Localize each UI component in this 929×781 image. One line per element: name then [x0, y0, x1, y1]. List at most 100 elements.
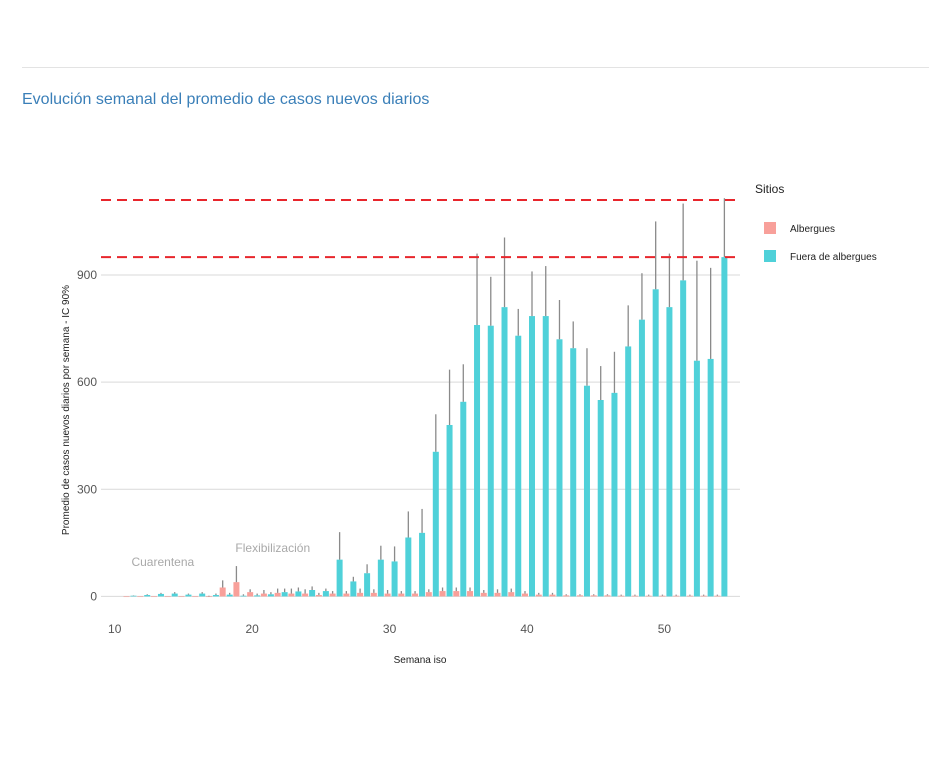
bar-albergues	[219, 587, 226, 597]
bar-fuera-de-albergues	[130, 595, 137, 597]
bar-fuera-de-albergues	[144, 595, 151, 597]
bar-albergues	[563, 595, 570, 597]
bar-fuera-de-albergues	[377, 559, 384, 597]
x-tick-label: 30	[383, 622, 397, 636]
bar-albergues	[631, 595, 638, 597]
bar-fuera-de-albergues	[364, 573, 371, 597]
bar-albergues	[659, 595, 666, 597]
bar-fuera-de-albergues	[693, 360, 700, 597]
bar-fuera-de-albergues	[529, 316, 535, 597]
bar-fuera-de-albergues	[583, 385, 590, 597]
legend-title: Sitios	[755, 182, 784, 196]
bar-albergues	[315, 595, 322, 597]
legend-label-fuera-de-albergues: Fuera de albergues	[790, 252, 877, 263]
x-tick-label: 50	[658, 622, 672, 636]
bar-fuera-de-albergues	[281, 592, 288, 597]
y-tick-label: 600	[77, 375, 97, 389]
bar-fuera-de-albergues	[707, 358, 714, 597]
bar-albergues	[467, 591, 474, 597]
bar-albergues	[673, 595, 680, 597]
bar-fuera-de-albergues	[446, 425, 453, 597]
bar-albergues	[370, 592, 377, 597]
x-axis-title: Semana iso	[394, 655, 447, 666]
bar-albergues	[535, 594, 542, 597]
bar-fuera-de-albergues	[460, 401, 467, 597]
bar-fuera-de-albergues	[611, 392, 618, 597]
legend-label-albergues: Albergues	[790, 224, 835, 235]
bar-fuera-de-albergues	[171, 593, 178, 597]
bar-fuera-de-albergues	[556, 339, 563, 597]
annotations: Cuarentena Flexibilización	[131, 541, 310, 569]
bar-fuera-de-albergues	[487, 325, 494, 597]
bar-albergues	[494, 592, 501, 597]
y-tick-label: 900	[77, 268, 97, 282]
bar-albergues	[247, 592, 254, 597]
legend: Sitios Albergues Fuera de albergues	[755, 182, 877, 263]
top-divider	[22, 67, 929, 68]
bar-fuera-de-albergues	[638, 319, 645, 597]
bar-albergues	[137, 596, 144, 598]
bar-albergues	[384, 593, 391, 597]
bar-albergues	[604, 595, 611, 597]
bar-albergues	[686, 595, 693, 597]
bar-fuera-de-albergues	[542, 316, 549, 597]
bar-albergues	[302, 593, 309, 597]
bar-fuera-de-albergues	[474, 325, 481, 597]
bar-albergues	[412, 593, 419, 597]
bar-fuera-de-albergues	[515, 335, 522, 597]
bar-albergues	[343, 593, 350, 597]
bar-fuera-de-albergues	[322, 591, 329, 597]
bar-fuera-de-albergues	[157, 593, 164, 597]
reference-lines	[101, 199, 740, 259]
bar-albergues	[398, 593, 405, 597]
annotation-flexibilización: Flexibilización	[235, 541, 310, 555]
x-tick-label: 20	[245, 622, 259, 636]
bar-fuera-de-albergues	[212, 595, 219, 597]
bar-albergues	[123, 596, 130, 598]
y-axis-title: Promedio de casos nuevos diarios por sem…	[61, 285, 72, 535]
bar-albergues	[260, 593, 267, 597]
bar-fuera-de-albergues	[570, 348, 577, 597]
bar-albergues	[164, 596, 171, 598]
bars	[123, 257, 728, 598]
bar-fuera-de-albergues	[680, 280, 687, 597]
bar-albergues	[590, 595, 597, 597]
bar-albergues	[645, 595, 652, 597]
bar-albergues	[549, 594, 556, 597]
bar-albergues	[357, 592, 364, 597]
bar-albergues	[274, 592, 281, 597]
bar-albergues	[700, 595, 707, 597]
bar-fuera-de-albergues	[267, 594, 274, 597]
bar-fuera-de-albergues	[295, 591, 302, 597]
bar-fuera-de-albergues	[625, 346, 632, 597]
bar-albergues	[178, 596, 185, 598]
bar-fuera-de-albergues	[666, 307, 673, 597]
bar-fuera-de-albergues	[391, 561, 398, 597]
bar-albergues	[425, 592, 432, 597]
bar-albergues	[618, 595, 625, 597]
bar-albergues	[439, 591, 446, 597]
bar-albergues	[714, 595, 721, 597]
bar-fuera-de-albergues	[350, 581, 357, 597]
bar-albergues	[233, 582, 240, 597]
bar-albergues	[192, 596, 199, 598]
bar-fuera-de-albergues	[419, 532, 426, 597]
bar-fuera-de-albergues	[405, 537, 412, 597]
page-title: Evolución semanal del promedio de casos …	[22, 91, 430, 108]
bar-fuera-de-albergues	[501, 307, 508, 597]
bar-fuera-de-albergues	[432, 451, 439, 597]
error-bars	[132, 198, 726, 597]
bar-fuera-de-albergues	[309, 590, 316, 597]
bar-fuera-de-albergues	[597, 400, 604, 597]
bar-albergues	[576, 595, 583, 597]
legend-swatch-albergues	[764, 222, 776, 234]
bar-albergues	[453, 591, 460, 597]
bar-fuera-de-albergues	[185, 594, 192, 597]
bar-fuera-de-albergues	[652, 289, 659, 597]
y-tick-label: 0	[90, 589, 97, 603]
legend-swatch-fuera-de-albergues	[764, 250, 776, 262]
bar-fuera-de-albergues	[336, 559, 343, 597]
bar-albergues	[288, 593, 295, 597]
bar-albergues	[329, 593, 336, 597]
